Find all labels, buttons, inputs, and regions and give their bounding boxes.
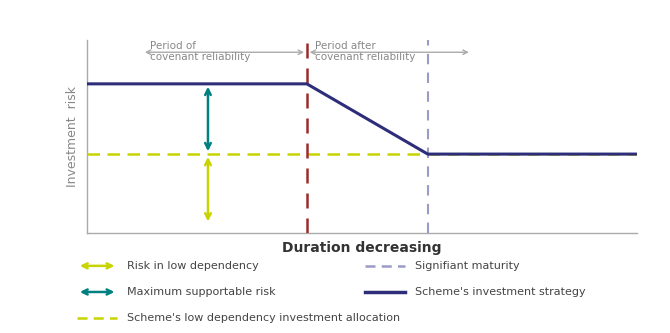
Text: Scheme's low dependency investment allocation: Scheme's low dependency investment alloc… [127, 313, 401, 323]
Text: Period of
covenant reliability: Period of covenant reliability [150, 41, 251, 63]
Text: Risk in low dependency: Risk in low dependency [127, 261, 259, 271]
Text: Scheme's investment strategy: Scheme's investment strategy [415, 287, 586, 297]
Text: Period after
covenant reliability: Period after covenant reliability [315, 41, 415, 63]
Text: Signifiant maturity: Signifiant maturity [415, 261, 520, 271]
Y-axis label: Investment  risk: Investment risk [66, 86, 79, 187]
Text: Maximum supportable risk: Maximum supportable risk [127, 287, 276, 297]
X-axis label: Duration decreasing: Duration decreasing [282, 241, 442, 255]
